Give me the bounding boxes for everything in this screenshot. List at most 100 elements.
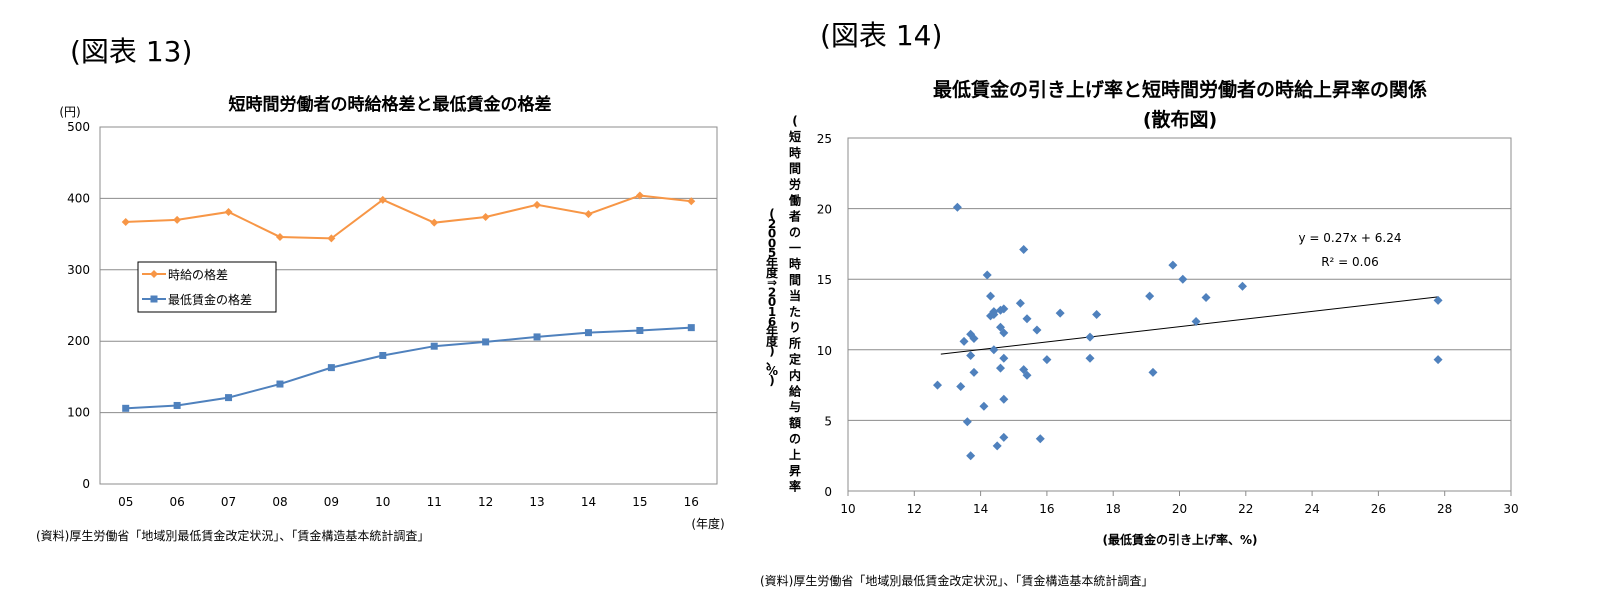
scatter-point (999, 432, 1009, 442)
scatter-point (982, 270, 992, 280)
data-point (224, 207, 233, 216)
scatter-point (1085, 332, 1095, 342)
chart13-ytick-label: 0 (82, 477, 90, 491)
scatter-point (999, 328, 1009, 338)
chart13-ytick-label: 200 (67, 334, 90, 348)
chart13-ytick-label: 500 (67, 120, 90, 134)
scatter-point (979, 401, 989, 411)
series-line-min-wage-gap (125, 326, 692, 410)
chart13-ytick-label: 400 (67, 191, 90, 205)
data-point (533, 200, 542, 209)
scatter-point (959, 336, 969, 346)
data-point (122, 404, 130, 412)
chart13-xtick-label: 10 (375, 495, 390, 509)
scatter-point (1201, 293, 1211, 303)
figure13-label: (図表 13) (70, 35, 193, 68)
scatter-point (933, 380, 943, 390)
scatter-point (1191, 317, 1201, 327)
scatter-point (999, 394, 1009, 404)
legend-label: 最低賃金の格差 (168, 292, 252, 307)
scatter-point (952, 202, 962, 212)
data-point (121, 217, 130, 226)
chart14-xtick-label: 16 (1039, 502, 1054, 516)
chart14-xtick-label: 26 (1371, 502, 1386, 516)
scatter-point (966, 350, 976, 360)
chart14-ytick-label: 20 (817, 203, 832, 217)
data-point (225, 394, 233, 402)
trendline-r-squared: R² = 0.06 (1321, 255, 1379, 269)
chart14-xtick-label: 22 (1238, 502, 1253, 516)
data-point (430, 342, 438, 350)
scatter-point (1019, 245, 1029, 255)
chart13-xlabel: (年度) (691, 516, 724, 531)
scatter-point (1168, 260, 1178, 270)
chart13-plot-area (99, 126, 718, 485)
data-point (481, 212, 490, 221)
chart13-xtick-label: 15 (632, 495, 647, 509)
scatter-point (1015, 298, 1025, 308)
data-point (430, 218, 439, 227)
chart14-xtick-label: 18 (1106, 502, 1121, 516)
scatter-point (992, 441, 1002, 451)
chart14-ytick-label: 15 (817, 273, 832, 287)
scatter-point (1145, 291, 1155, 301)
scatter-point (1433, 295, 1443, 305)
chart13-title: 短時間労働者の時給格差と最低賃金の格差 (229, 94, 552, 115)
scatter-point (989, 310, 999, 319)
chart14-xlabel: (最低賃金の引き上げ率、%) (1103, 532, 1258, 547)
scatter-point (1085, 353, 1095, 363)
chart14-xtick-label: 10 (840, 502, 855, 516)
scatter-point (1042, 355, 1052, 365)
scatter-point (999, 353, 1009, 363)
chart13-xtick-label: 16 (684, 495, 699, 509)
chart14-ylabel2: (2 0 0 5 年度⇒ 2 0 1 6 年度)、%) (766, 207, 779, 388)
scatter-point (995, 363, 1005, 373)
data-point (173, 215, 182, 224)
chart13-xtick-label: 09 (324, 495, 339, 509)
data-point (584, 329, 592, 337)
chart14-ytick-label: 25 (817, 132, 832, 146)
chart14-xtick-label: 30 (1503, 502, 1518, 516)
chart13-xtick-label: 08 (272, 495, 287, 509)
chart14-xtick-label: 28 (1437, 502, 1452, 516)
scatter-point (962, 417, 972, 427)
chart13-xtick-label: 05 (118, 495, 133, 509)
data-point (327, 234, 336, 243)
data-point (687, 324, 695, 332)
chart14-title: 最低賃金の引き上げ率と短時間労働者の時給上昇率の関係 (933, 78, 1427, 101)
series-line-hourly-gap (125, 194, 692, 240)
scatter-point (995, 305, 1005, 315)
scatter-point (956, 382, 966, 392)
source-note-13: (資料)厚生労働省「地域別最低賃金改定状況」、「賃金構造基本統計調査」 (36, 529, 430, 543)
legend-box (137, 261, 277, 313)
scatter-point (1148, 367, 1158, 377)
chart14-xtick-label: 12 (907, 502, 922, 516)
chart13-ytick-label: 100 (67, 406, 90, 420)
chart13-ylabel: (円) (59, 105, 80, 119)
data-point (378, 195, 387, 204)
scatter-point (969, 367, 979, 377)
data-point (173, 401, 181, 409)
chart14-ylabel: (短時間労働者の一時間当たり所定内給与額の上昇率 (788, 114, 802, 494)
scatter-point (966, 451, 976, 461)
data-point (276, 380, 284, 388)
line-chart-wage-gap: 短時間労働者の時給格差と最低賃金の格差 (円) (年度) 0 100 200 300 400 5… (59, 94, 724, 531)
chart14-ytick-label: 0 (824, 485, 832, 499)
scatter-point (1178, 274, 1188, 284)
chart13-xtick-label: 12 (478, 495, 493, 509)
scatter-point (1433, 355, 1443, 365)
data-point (687, 197, 696, 206)
scatter-point (1092, 310, 1102, 319)
chart14-ytick-label: 5 (824, 414, 832, 428)
chart13-ytick-label: 300 (67, 263, 90, 277)
data-point (635, 191, 644, 200)
legend-marker (150, 270, 158, 278)
chart14-xtick-label: 14 (973, 502, 988, 516)
scatter-point (989, 345, 999, 355)
data-point (379, 351, 387, 359)
source-note-14: (資料)厚生労働省「地域別最低賃金改定状況」、「賃金構造基本統計調査」 (760, 574, 1154, 588)
scatter-point (1032, 325, 1042, 335)
data-point (584, 210, 593, 219)
